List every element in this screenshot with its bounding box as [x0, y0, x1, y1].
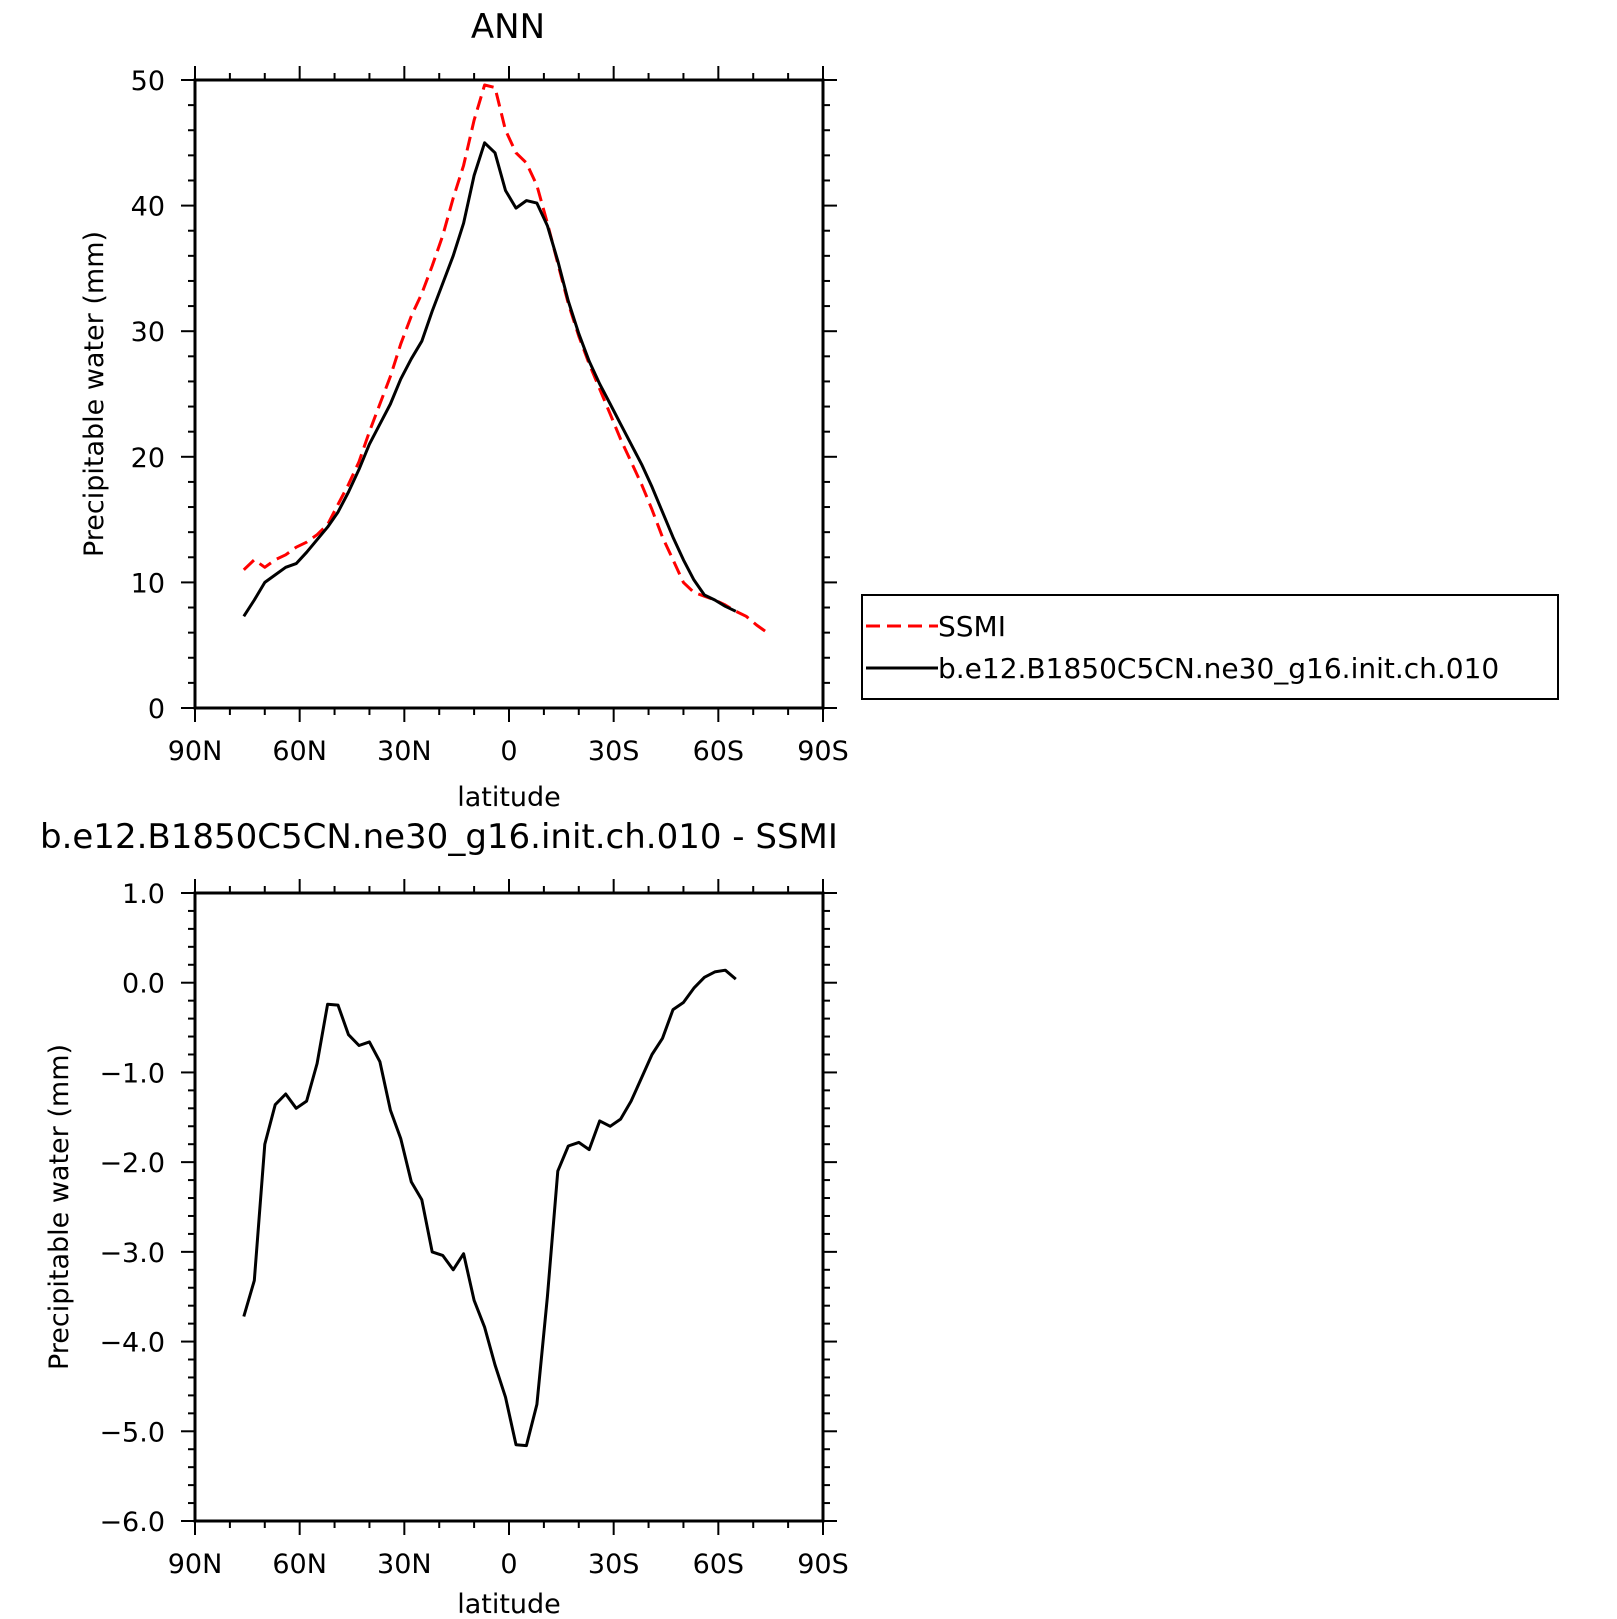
- y-tick-label: −1.0: [99, 1058, 165, 1089]
- y-tick-label: −4.0: [99, 1328, 165, 1359]
- legend: SSMI b.e12.B1850C5CN.ne30_g16.init.ch.01…: [861, 594, 1559, 700]
- plot-frame: [193, 78, 825, 710]
- x-axis-label: latitude: [457, 782, 561, 813]
- x-tick-label: 0: [500, 736, 517, 767]
- y-tick-label: 10: [131, 568, 165, 599]
- x-tick-label: 60N: [272, 1549, 327, 1580]
- series-line-0: [242, 968, 737, 1448]
- y-tick-label: −3.0: [99, 1238, 165, 1269]
- y-tick-label: 20: [131, 443, 165, 474]
- y-tick-label: −5.0: [99, 1417, 165, 1448]
- x-tick-label: 30S: [588, 1549, 640, 1580]
- axis-ticks: 90N 60N 30N 0 30S 60S 90S 0 10 20 30 40 50: [131, 66, 849, 767]
- legend-box: [861, 594, 1559, 700]
- y-tick-label: 0: [148, 694, 165, 725]
- chart-title: ANN: [471, 7, 545, 47]
- x-tick-label: 30N: [377, 736, 432, 767]
- y-axis-label: Precipitable water (mm): [79, 231, 110, 557]
- x-tick-label: 0: [500, 1549, 517, 1580]
- x-tick-label: 30S: [588, 736, 640, 767]
- chart-difference: b.e12.B1850C5CN.ne30_g16.init.ch.010 - S…: [40, 817, 849, 1619]
- y-axis-label: Precipitable water (mm): [44, 1044, 75, 1370]
- legend-label-model: b.e12.B1850C5CN.ne30_g16.init.ch.010: [938, 652, 1499, 685]
- x-tick-label: 90S: [797, 1549, 849, 1580]
- y-tick-label: 40: [131, 192, 165, 223]
- legend-label-ssmi: SSMI: [938, 610, 1006, 643]
- y-tick-label: 0.0: [122, 969, 165, 1000]
- x-axis-label: latitude: [457, 1589, 561, 1619]
- chart-title: b.e12.B1850C5CN.ne30_g16.init.ch.010 - S…: [40, 817, 838, 857]
- y-tick-label: 30: [131, 317, 165, 348]
- plot-frame: [193, 891, 825, 1523]
- y-tick-label: 1.0: [122, 879, 165, 910]
- x-tick-label: 60N: [272, 736, 327, 767]
- y-tick-label: −2.0: [99, 1148, 165, 1179]
- y-tick-label: 50: [131, 66, 165, 97]
- x-tick-label: 90N: [168, 736, 223, 767]
- y-tick-label: −6.0: [99, 1507, 165, 1538]
- x-tick-label: 60S: [693, 1549, 745, 1580]
- series-line-0: [242, 83, 769, 634]
- data-lines: [242, 83, 769, 634]
- x-tick-label: 90N: [168, 1549, 223, 1580]
- axis-ticks: 90N 60N 30N 0 30S 60S 90S 1.0 0.0 −1.0 −2.0 −3.0 −4.…: [99, 879, 849, 1580]
- series-line-1: [242, 141, 737, 618]
- x-tick-label: 90S: [797, 736, 849, 767]
- data-lines: [242, 968, 737, 1448]
- x-tick-label: 30N: [377, 1549, 432, 1580]
- x-tick-label: 60S: [693, 736, 745, 767]
- chart-annual-mean: ANN 90N 60N 30N 0 30S 60S 90S 0 10 20 30 40 50 latit…: [79, 7, 849, 813]
